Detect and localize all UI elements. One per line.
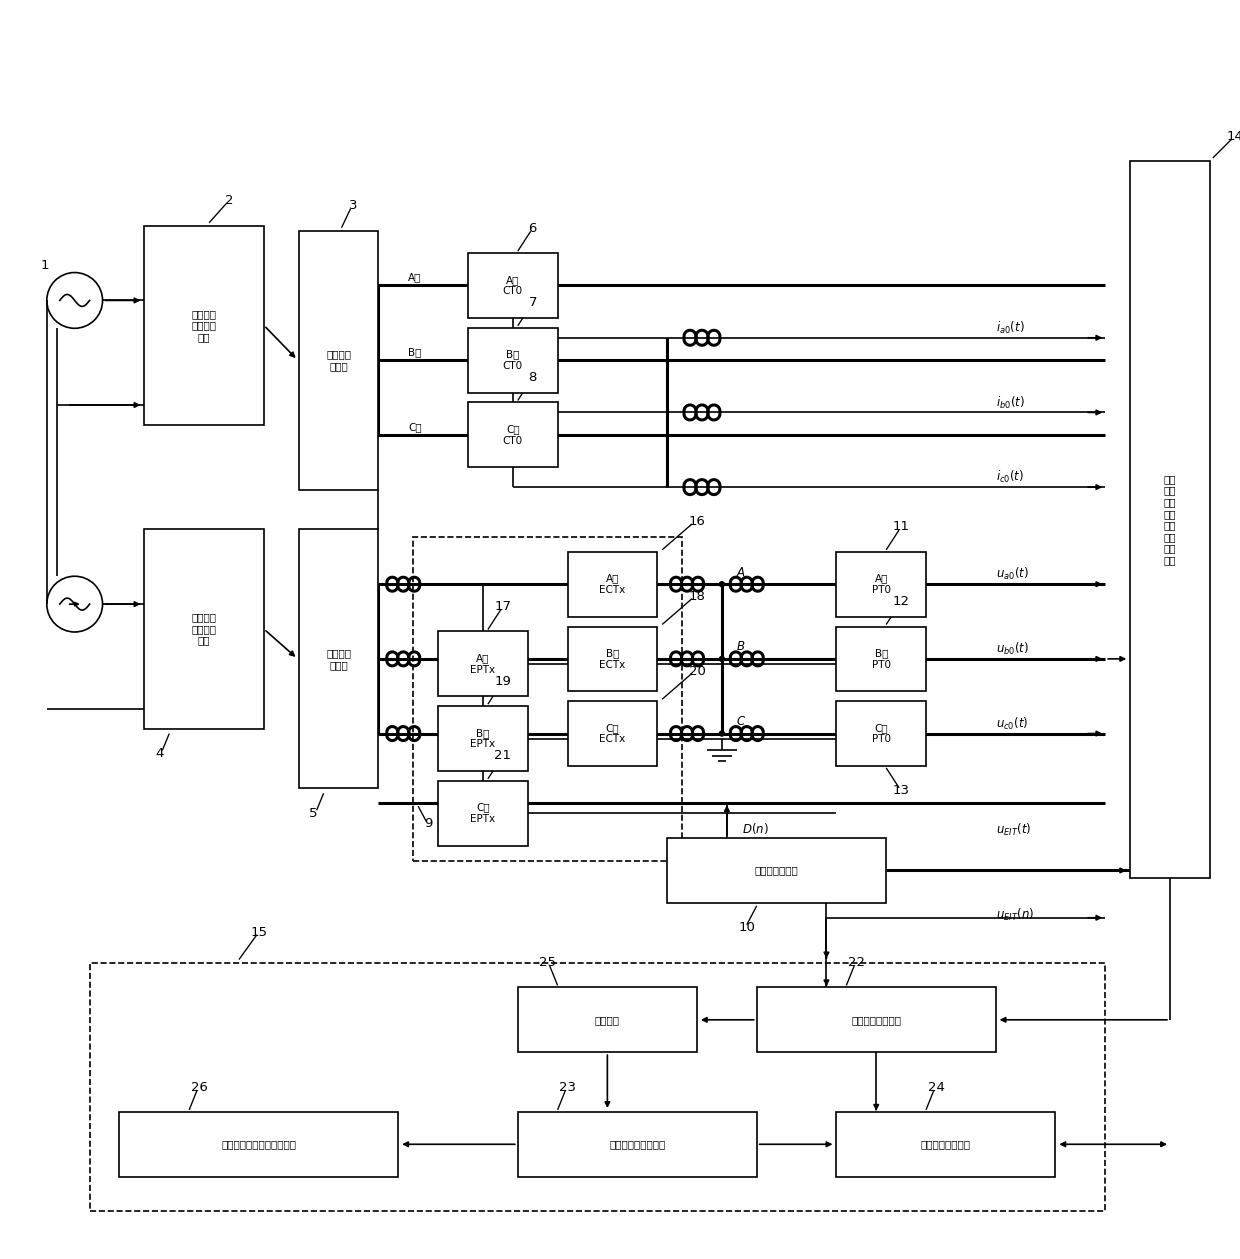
Text: A相
CT0: A相 CT0	[502, 274, 523, 296]
Text: 2: 2	[224, 194, 233, 208]
Text: $D(n)$: $D(n)$	[742, 821, 769, 836]
Text: B: B	[737, 641, 745, 653]
Bar	[467, 403, 558, 467]
Text: A相: A相	[408, 272, 422, 282]
Text: 三相高压
升压器: 三相高压 升压器	[326, 648, 351, 670]
Text: 23: 23	[559, 1080, 577, 1094]
Bar	[518, 1112, 756, 1177]
Text: 15: 15	[250, 927, 268, 939]
Text: 波形质量分析模块: 波形质量分析模块	[921, 1139, 971, 1149]
Bar	[667, 838, 887, 903]
Text: 16: 16	[688, 515, 706, 529]
Text: $u_{EIT}(t)$: $u_{EIT}(t)$	[996, 822, 1030, 838]
Bar	[756, 987, 996, 1053]
Text: B相: B相	[408, 347, 422, 358]
Text: 19: 19	[495, 675, 511, 687]
Text: B相
ECTx: B相 ECTx	[599, 648, 625, 670]
Bar	[568, 627, 657, 691]
Text: 9: 9	[424, 817, 433, 830]
Text: 14: 14	[1226, 130, 1240, 142]
Circle shape	[719, 656, 724, 661]
Text: 1: 1	[41, 259, 50, 272]
Circle shape	[719, 731, 724, 737]
Text: B相
EPTx: B相 EPTx	[470, 728, 496, 749]
Text: A相
PT0: A相 PT0	[872, 573, 890, 596]
Bar	[837, 701, 926, 765]
Bar	[438, 632, 528, 696]
Text: C相
PT0: C相 PT0	[872, 723, 890, 744]
Text: A相
EPTx: A相 EPTx	[470, 653, 496, 675]
Text: 输入与建模仿真模块: 输入与建模仿真模块	[609, 1139, 666, 1149]
Bar	[568, 551, 657, 617]
Bar	[518, 987, 697, 1053]
Text: 三相电流
波形程控
电源: 三相电流 波形程控 电源	[192, 308, 217, 342]
Bar	[438, 781, 528, 846]
Text: 三相高压
升流器: 三相高压 升流器	[326, 349, 351, 371]
Text: 12: 12	[893, 596, 910, 608]
Text: 17: 17	[495, 601, 511, 613]
Bar	[89, 963, 1105, 1211]
Text: 4: 4	[155, 747, 164, 760]
Bar	[837, 551, 926, 617]
Text: $u_{c0}(t)$: $u_{c0}(t)$	[996, 715, 1028, 731]
Bar	[438, 706, 528, 771]
Text: B相
CT0: B相 CT0	[502, 349, 523, 371]
Bar	[144, 530, 264, 729]
Text: $i_{a0}(t)$: $i_{a0}(t)$	[996, 320, 1024, 336]
Text: B相
PT0: B相 PT0	[872, 648, 890, 670]
Bar	[119, 1112, 398, 1177]
Bar	[568, 701, 657, 765]
Text: 18: 18	[688, 590, 706, 603]
Text: 21: 21	[495, 749, 511, 763]
Text: 11: 11	[893, 520, 910, 534]
Text: 带监视电子负载: 带监视电子负载	[755, 865, 799, 875]
Text: C相: C相	[408, 422, 422, 432]
Text: 7: 7	[528, 296, 537, 310]
Text: 13: 13	[893, 784, 910, 797]
Text: 5: 5	[310, 807, 317, 820]
Text: 三相电压
波形程控
电源: 三相电压 波形程控 电源	[192, 612, 217, 646]
Text: 20: 20	[688, 665, 706, 677]
Text: C相
CT0: C相 CT0	[502, 424, 523, 446]
Text: 10: 10	[738, 922, 755, 934]
Bar	[413, 536, 682, 860]
Text: 22: 22	[848, 956, 864, 969]
Text: 24: 24	[928, 1080, 945, 1094]
Text: 显示模块: 显示模块	[595, 1015, 620, 1025]
Circle shape	[719, 582, 724, 587]
Text: 数字信号接口模块: 数字信号接口模块	[851, 1015, 901, 1025]
Bar	[1130, 161, 1210, 878]
Bar	[467, 253, 558, 317]
Bar	[467, 327, 558, 393]
Text: 25: 25	[539, 956, 556, 969]
Text: 8: 8	[528, 371, 537, 384]
Text: $u_{b0}(t)$: $u_{b0}(t)$	[996, 641, 1029, 657]
Text: $u_{a0}(t)$: $u_{a0}(t)$	[996, 567, 1028, 583]
Text: 26: 26	[191, 1080, 207, 1094]
Text: 波形数字信号输出接口模块: 波形数字信号输出接口模块	[222, 1139, 296, 1149]
Bar	[837, 1112, 1055, 1177]
Bar	[144, 225, 264, 424]
Bar	[299, 530, 378, 788]
Text: C相
EPTx: C相 EPTx	[470, 802, 496, 823]
Bar	[837, 627, 926, 691]
Text: 3: 3	[350, 199, 357, 213]
Text: $u_{EIT}(n)$: $u_{EIT}(n)$	[996, 906, 1034, 923]
Text: 三相
组合
型电
子式
互感
器误
差计
算器: 三相 组合 型电 子式 互感 器误 差计 算器	[1163, 473, 1177, 565]
Text: A相
ECTx: A相 ECTx	[599, 573, 625, 596]
Bar	[299, 230, 378, 490]
Text: $i_{b0}(t)$: $i_{b0}(t)$	[996, 394, 1024, 410]
Text: $i_{c0}(t)$: $i_{c0}(t)$	[996, 470, 1024, 485]
Text: C: C	[737, 715, 745, 728]
Text: A: A	[737, 565, 745, 579]
Text: C相
ECTx: C相 ECTx	[599, 723, 625, 744]
Text: 6: 6	[528, 222, 537, 234]
